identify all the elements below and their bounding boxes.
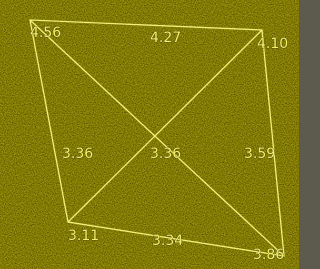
corner-label: 4.56 — [30, 25, 61, 41]
edge-label: 3.34 — [152, 233, 183, 249]
corner-label: 3.11 — [68, 228, 99, 244]
edge-label: 3.59 — [244, 146, 275, 162]
annotated-image: 4.56 4.10 3.86 3.11 4.27 3.59 3.34 3.36 … — [0, 0, 299, 269]
center-label: 3.36 — [150, 146, 181, 162]
corner-label: 4.10 — [257, 36, 288, 52]
edge-label: 3.36 — [62, 146, 93, 162]
corner-label: 3.86 — [253, 247, 284, 263]
edge-label: 4.27 — [150, 30, 181, 46]
